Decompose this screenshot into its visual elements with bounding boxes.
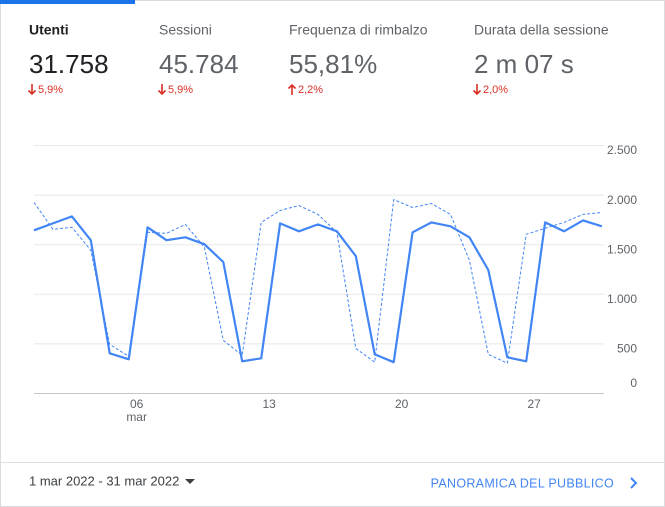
metric-change: 2,2% <box>298 84 323 96</box>
metric-label[interactable]: Durata della sessione <box>474 22 609 38</box>
y-tick-label: 500 <box>617 342 637 356</box>
y-tick-label: 0 <box>630 376 637 390</box>
active-tab-indicator <box>0 0 135 4</box>
metric-value[interactable]: 2 m 07 s <box>474 49 574 79</box>
metric-label[interactable]: Frequenza di rimbalzo <box>289 22 428 38</box>
y-tick-label: 2.500 <box>607 143 637 157</box>
y-tick-label: 1.500 <box>607 242 637 256</box>
x-tick-label: 06 <box>130 397 144 411</box>
metric-value[interactable]: 45.784 <box>159 49 239 79</box>
y-tick-label: 1.000 <box>607 292 637 306</box>
x-month-label: mar <box>126 410 147 424</box>
dropdown-icon[interactable] <box>185 479 195 484</box>
series-line <box>33 215 603 364</box>
trend-arrow <box>27 84 37 96</box>
metric-label[interactable]: Utenti <box>29 22 69 38</box>
audience-link[interactable]: PANORAMICA DEL PUBBLICO <box>431 476 614 490</box>
trend-arrow <box>287 83 297 95</box>
metric-change: 5,9% <box>168 84 193 96</box>
metric-label[interactable]: Sessioni <box>159 22 212 38</box>
trend-arrow <box>157 84 167 96</box>
y-tick-label: 2.000 <box>607 193 637 207</box>
date-range[interactable]: 1 mar 2022 - 31 mar 2022 <box>29 473 179 488</box>
x-tick-label: 27 <box>528 397 542 411</box>
x-tick-label: 20 <box>395 397 409 411</box>
metric-value[interactable]: 31.758 <box>29 49 109 79</box>
x-tick-label: 13 <box>262 397 276 411</box>
metric-value[interactable]: 55,81% <box>289 49 377 79</box>
metric-change: 2,0% <box>483 84 508 96</box>
trend-arrow <box>472 84 482 96</box>
metric-change: 5,9% <box>38 84 63 96</box>
chevron-icon[interactable] <box>630 477 638 489</box>
